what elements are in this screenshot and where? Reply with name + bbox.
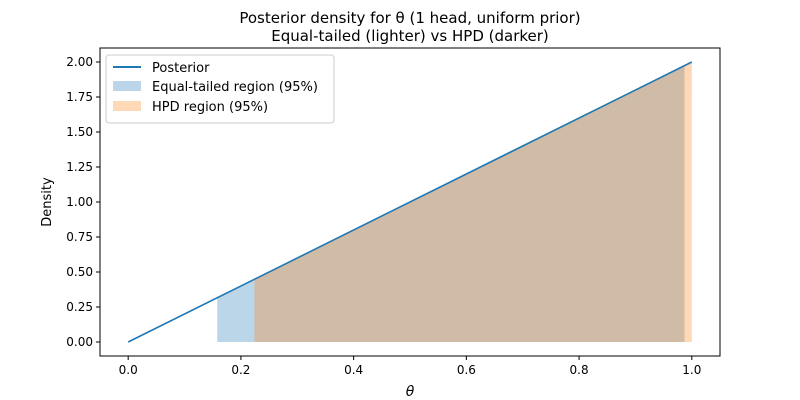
plot-area <box>127 61 693 343</box>
posterior-line <box>127 61 693 343</box>
equal-tailed-region <box>217 65 685 342</box>
y-axis-label: Density <box>40 177 55 227</box>
chart-title: Posterior density for θ (1 head, uniform… <box>239 9 580 27</box>
x-tick-label: 0.8 <box>570 363 589 377</box>
y-tick-label: 2.00 <box>66 55 93 69</box>
y-tick-label: 1.50 <box>66 125 93 139</box>
x-tick-label: 0.0 <box>119 363 138 377</box>
y-tick-label: 0.00 <box>66 335 93 349</box>
legend-box <box>105 54 335 124</box>
legend-swatch-equal-tailed <box>113 81 141 91</box>
legend: Posterior Equal-tailed region (95%) HPD … <box>105 54 335 124</box>
x-tick-label: 0.2 <box>231 363 250 377</box>
legend-label-hpd: HPD region (95%) <box>152 100 268 115</box>
legend-swatch-hpd <box>113 101 141 111</box>
y-tick-label: 1.25 <box>66 160 93 174</box>
y-tick-label: 1.00 <box>66 195 93 209</box>
y-axis: 0.00 0.25 0.50 0.75 1.00 1.25 1.50 1.75 2.00 <box>66 55 100 349</box>
y-tick-label: 0.25 <box>66 300 93 314</box>
x-axis: 0.0 0.2 0.4 0.6 0.8 1.0 <box>119 356 701 377</box>
chart-subtitle: Equal-tailed (lighter) vs HPD (darker) <box>271 27 549 45</box>
y-tick-label: 1.75 <box>66 90 93 104</box>
legend-label-posterior: Posterior <box>152 61 210 76</box>
y-tick-label: 0.50 <box>66 265 93 279</box>
x-axis-label: θ <box>406 384 415 400</box>
x-tick-label: 1.0 <box>682 363 701 377</box>
y-tick-label: 0.75 <box>66 230 93 244</box>
hpd-region <box>254 62 692 342</box>
x-tick-label: 0.6 <box>457 363 476 377</box>
x-tick-label: 0.4 <box>344 363 363 377</box>
legend-label-equal-tailed: Equal-tailed region (95%) <box>152 80 318 95</box>
